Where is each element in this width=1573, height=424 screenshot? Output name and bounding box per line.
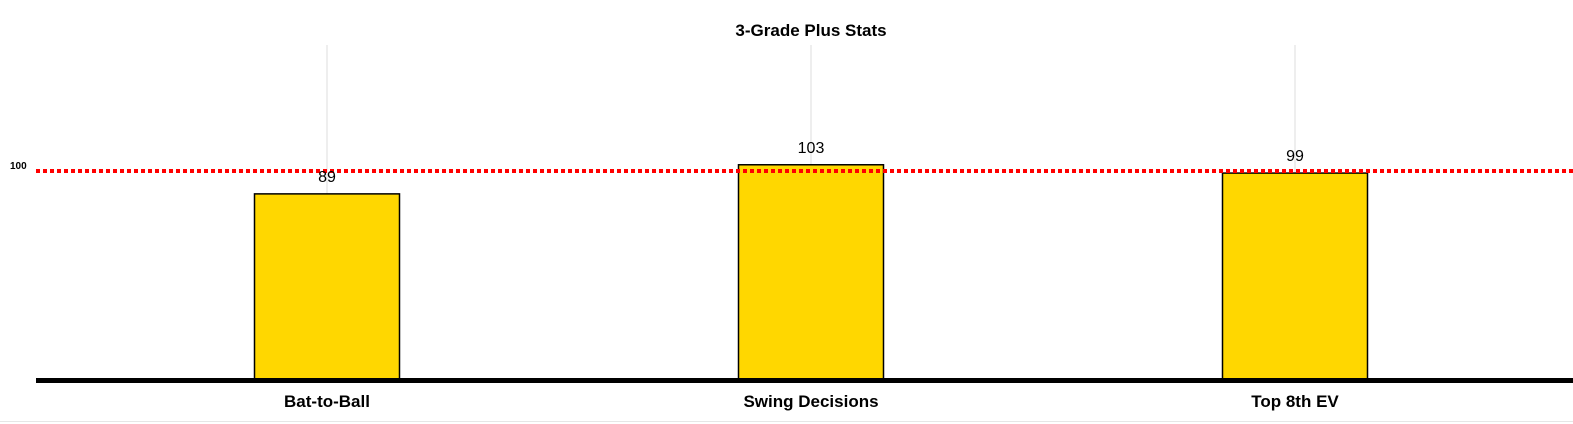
reference-line-group: 100 xyxy=(10,161,1573,173)
bar-swing-decisions xyxy=(737,164,885,380)
reference-line-label: 100 xyxy=(10,161,27,172)
x-axis-line xyxy=(36,378,1573,383)
data-label: 103 xyxy=(798,140,825,157)
data-labels: 89 103 99 xyxy=(318,140,1304,186)
bar-top-8th-ev xyxy=(1221,172,1369,380)
x-tick-label: Top 8th EV xyxy=(1251,392,1339,411)
chart-title: 3-Grade Plus Stats xyxy=(735,21,886,40)
x-tick-label: Bat-to-Ball xyxy=(284,392,370,411)
data-label: 99 xyxy=(1286,148,1304,165)
x-tick-labels: Bat-to-Ball Swing Decisions Top 8th EV xyxy=(284,392,1339,411)
data-label: 89 xyxy=(318,169,336,186)
frame-bottom-border xyxy=(0,421,1573,422)
bars xyxy=(253,164,1369,380)
x-tick-label: Swing Decisions xyxy=(743,392,878,411)
bar-bat-to-ball xyxy=(253,193,401,380)
